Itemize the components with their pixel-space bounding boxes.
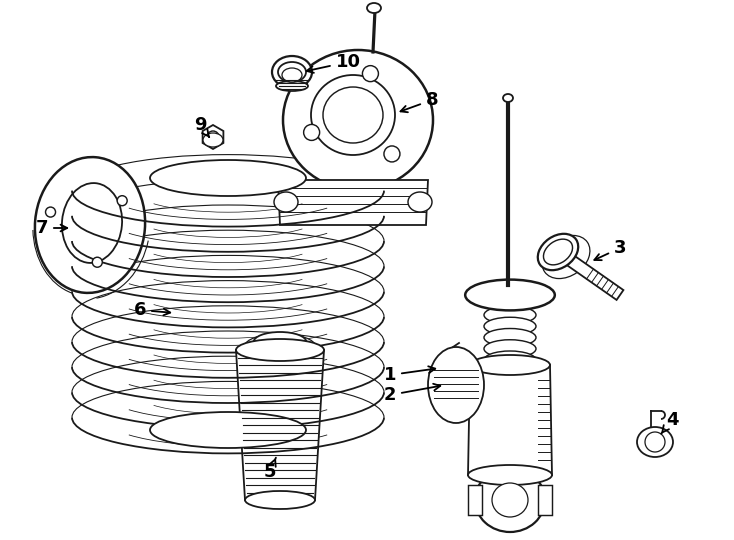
Ellipse shape bbox=[475, 468, 545, 532]
Ellipse shape bbox=[492, 483, 528, 517]
Ellipse shape bbox=[92, 257, 102, 267]
Text: 5: 5 bbox=[264, 458, 276, 481]
Ellipse shape bbox=[323, 87, 383, 143]
Polygon shape bbox=[203, 125, 223, 149]
Polygon shape bbox=[567, 255, 623, 300]
Ellipse shape bbox=[363, 66, 379, 82]
Ellipse shape bbox=[236, 339, 324, 361]
Ellipse shape bbox=[468, 465, 552, 485]
Ellipse shape bbox=[283, 50, 433, 190]
Ellipse shape bbox=[484, 317, 536, 335]
Ellipse shape bbox=[245, 334, 315, 358]
Ellipse shape bbox=[428, 347, 484, 423]
Ellipse shape bbox=[384, 146, 400, 162]
Ellipse shape bbox=[207, 131, 219, 143]
Ellipse shape bbox=[254, 332, 306, 352]
Ellipse shape bbox=[35, 157, 145, 293]
Ellipse shape bbox=[538, 234, 578, 270]
Ellipse shape bbox=[62, 183, 122, 263]
Ellipse shape bbox=[543, 239, 573, 265]
Polygon shape bbox=[538, 485, 552, 515]
Ellipse shape bbox=[645, 432, 665, 452]
Text: 3: 3 bbox=[595, 239, 626, 260]
Text: 1: 1 bbox=[384, 366, 435, 384]
Ellipse shape bbox=[484, 328, 536, 347]
Text: 9: 9 bbox=[194, 116, 209, 137]
Ellipse shape bbox=[282, 68, 302, 82]
Text: 10: 10 bbox=[307, 53, 360, 73]
Ellipse shape bbox=[278, 62, 306, 82]
Text: 6: 6 bbox=[134, 301, 170, 319]
Text: 8: 8 bbox=[401, 91, 438, 112]
Polygon shape bbox=[236, 350, 324, 500]
Text: 7: 7 bbox=[36, 219, 68, 237]
Ellipse shape bbox=[465, 280, 555, 310]
Ellipse shape bbox=[484, 351, 536, 369]
Ellipse shape bbox=[203, 133, 223, 147]
Text: 4: 4 bbox=[661, 411, 678, 434]
Ellipse shape bbox=[117, 195, 127, 206]
Ellipse shape bbox=[272, 56, 312, 88]
Ellipse shape bbox=[276, 81, 308, 91]
Ellipse shape bbox=[150, 160, 306, 196]
Ellipse shape bbox=[408, 192, 432, 212]
Ellipse shape bbox=[311, 75, 395, 155]
Ellipse shape bbox=[150, 412, 306, 448]
Ellipse shape bbox=[245, 491, 315, 509]
Ellipse shape bbox=[304, 124, 319, 140]
Ellipse shape bbox=[274, 192, 298, 212]
Ellipse shape bbox=[484, 340, 536, 357]
Ellipse shape bbox=[637, 427, 673, 457]
Ellipse shape bbox=[503, 94, 513, 102]
Ellipse shape bbox=[46, 207, 56, 217]
Ellipse shape bbox=[478, 284, 542, 306]
Polygon shape bbox=[278, 180, 428, 225]
Ellipse shape bbox=[470, 355, 550, 375]
Ellipse shape bbox=[489, 288, 531, 302]
Ellipse shape bbox=[484, 306, 536, 324]
Ellipse shape bbox=[367, 3, 381, 13]
Text: 2: 2 bbox=[384, 384, 440, 404]
Polygon shape bbox=[468, 485, 482, 515]
Polygon shape bbox=[468, 365, 552, 475]
